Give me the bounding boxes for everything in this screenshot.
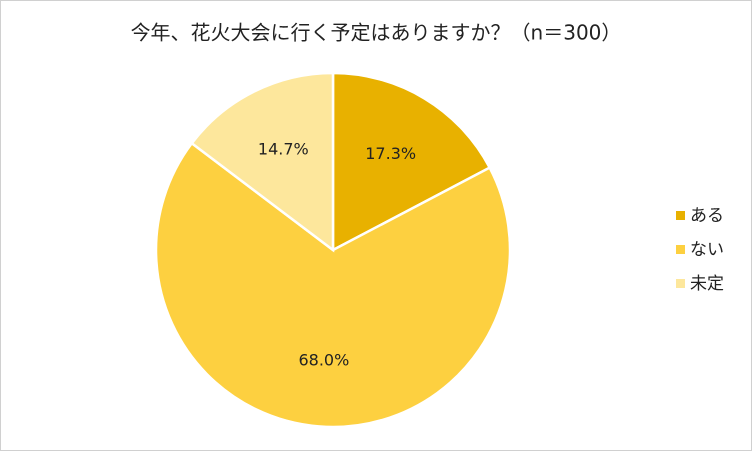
- legend-label: ない: [690, 240, 724, 260]
- pie-slice: [331, 71, 492, 253]
- chart-title: 今年、花火大会に行く予定はありますか？（n＝300）: [131, 21, 622, 45]
- legend-swatch: [676, 211, 685, 220]
- legend-swatch: [676, 245, 685, 254]
- legend-label: ある: [690, 206, 724, 226]
- pie-slice: [154, 141, 512, 429]
- legend-label: 未定: [690, 274, 724, 294]
- legend-swatch: [676, 279, 685, 288]
- data-label: 14.7%: [258, 140, 309, 159]
- pie-slice: [190, 71, 335, 253]
- data-label: 68.0%: [298, 351, 349, 370]
- data-label: 17.3%: [365, 144, 416, 163]
